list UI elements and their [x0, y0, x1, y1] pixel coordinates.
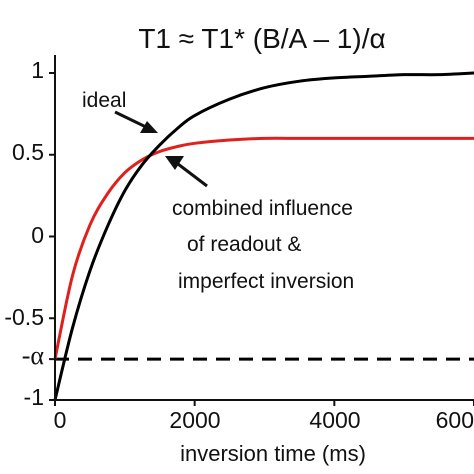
x-tick-label: 2000 [169, 407, 220, 433]
axes [54, 55, 474, 401]
series-line-combined [53, 136, 474, 360]
annotation-ideal: ideal [82, 89, 126, 112]
x-tick-label: 0 [54, 407, 67, 433]
y-tick-label: 1 [31, 57, 44, 83]
annotation-combined-arrowhead [165, 156, 184, 170]
x-tick-labels: 0 2000 4000 600 [54, 407, 474, 433]
series-line-ideal [53, 71, 474, 401]
chart-title: T1 ≈ T1* (B/A – 1)/α [138, 23, 385, 54]
annotations: ideal combined influence of readout & im… [82, 89, 354, 293]
annotation-ideal-arrow [114, 110, 149, 130]
annotation-combined-line-3: imperfect inversion [178, 270, 354, 293]
x-tick-label: 4000 [309, 407, 360, 433]
x-tick-label: 600 [436, 407, 474, 433]
y-tick-label: 0.5 [12, 139, 44, 165]
plot-area [49, 71, 474, 406]
annotation-ideal-arrowhead [140, 121, 158, 133]
annotation-combined-line-2: of readout & [187, 233, 301, 256]
y-tick-label-alpha: -α [22, 341, 45, 370]
x-axis-label: inversion time (ms) [180, 441, 366, 466]
annotation-combined-arrow [177, 162, 208, 188]
y-tick-labels: 1 0.5 0 -0.5 -α -1 [4, 57, 44, 410]
y-tick-label: -1 [24, 384, 44, 410]
y-tick-label: -0.5 [4, 304, 44, 330]
y-tick-label: 0 [31, 222, 44, 248]
annotation-combined-line-1: combined influence [172, 197, 353, 220]
